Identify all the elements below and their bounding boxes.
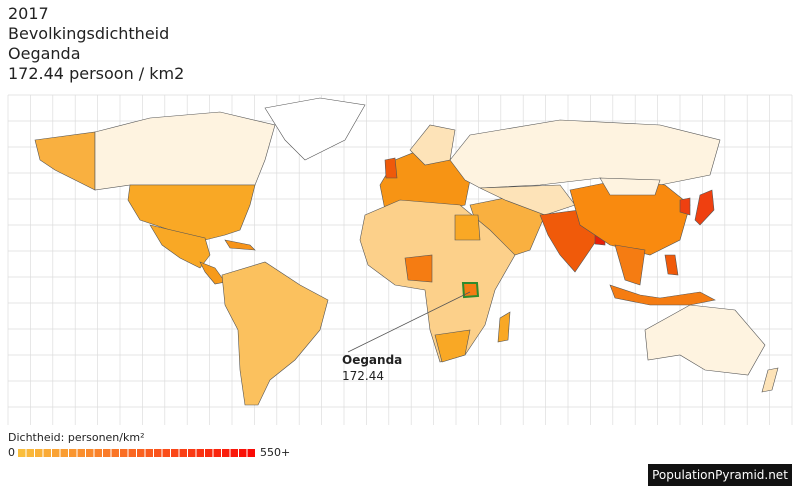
- legend-min: 0: [8, 446, 15, 459]
- legend-swatch: [222, 449, 230, 457]
- uganda-highlight: [461, 282, 480, 299]
- legend-swatch: [77, 449, 85, 457]
- tooltip-country: Oeganda: [342, 353, 402, 367]
- header-metric: Bevolkingsdichtheid: [8, 24, 170, 43]
- legend-swatch: [205, 449, 213, 457]
- philippines: [664, 254, 679, 276]
- caribbean: [224, 239, 256, 251]
- canada: [94, 111, 276, 191]
- legend-swatch: [111, 449, 119, 457]
- header-value: 172.44 persoon / km2: [8, 64, 185, 83]
- usa: [127, 184, 256, 241]
- australia: [644, 304, 766, 376]
- nigeria: [404, 254, 433, 283]
- indonesia: [609, 284, 716, 306]
- legend-swatch: [120, 449, 128, 457]
- legend-title: Dichtheid: personen/km²: [8, 431, 145, 444]
- legend-swatch: [26, 449, 34, 457]
- legend-swatch: [35, 449, 43, 457]
- legend-swatch: [239, 449, 247, 457]
- tooltip-value: 172.44: [342, 369, 384, 383]
- tooltip-pointer: [347, 291, 471, 353]
- legend-swatch: [213, 449, 221, 457]
- legend-swatch: [196, 449, 204, 457]
- mongolia: [599, 177, 661, 196]
- central-america: [199, 261, 226, 285]
- legend-swatch: [60, 449, 68, 457]
- legend-swatch: [188, 449, 196, 457]
- legend-max: 550+: [260, 446, 290, 459]
- central-asia: [479, 184, 576, 216]
- legend-swatch: [86, 449, 94, 457]
- legend-swatch: [171, 449, 179, 457]
- legend-swatch: [18, 449, 26, 457]
- alaska: [34, 131, 96, 191]
- legend-swatch: [103, 449, 111, 457]
- legend-swatch: [69, 449, 77, 457]
- korea-japan: [679, 189, 715, 226]
- south-africa: [434, 329, 471, 363]
- madagascar: [497, 311, 511, 343]
- uk: [384, 157, 398, 179]
- legend-ramp: [18, 449, 255, 457]
- south-america: [221, 261, 329, 406]
- legend-swatch: [179, 449, 187, 457]
- greenland: [264, 97, 366, 161]
- legend-swatch: [52, 449, 60, 457]
- header-country: Oeganda: [8, 44, 81, 63]
- header-year: 2017: [8, 4, 49, 23]
- mexico: [149, 224, 211, 269]
- scandinavia: [409, 124, 456, 166]
- legend-swatch: [154, 449, 162, 457]
- legend-swatch: [128, 449, 136, 457]
- legend-swatch: [162, 449, 170, 457]
- legend-swatch: [137, 449, 145, 457]
- legend-swatch: [145, 449, 153, 457]
- brand[interactable]: PopulationPyramid.net: [648, 464, 792, 486]
- legend-swatch: [230, 449, 238, 457]
- egypt: [454, 214, 481, 241]
- legend-swatch: [94, 449, 102, 457]
- legend-swatch: [43, 449, 51, 457]
- new-zealand: [761, 367, 779, 393]
- countries: [34, 97, 779, 406]
- russia: [449, 119, 721, 189]
- legend-swatch: [247, 449, 255, 457]
- southeast-asia: [614, 244, 646, 286]
